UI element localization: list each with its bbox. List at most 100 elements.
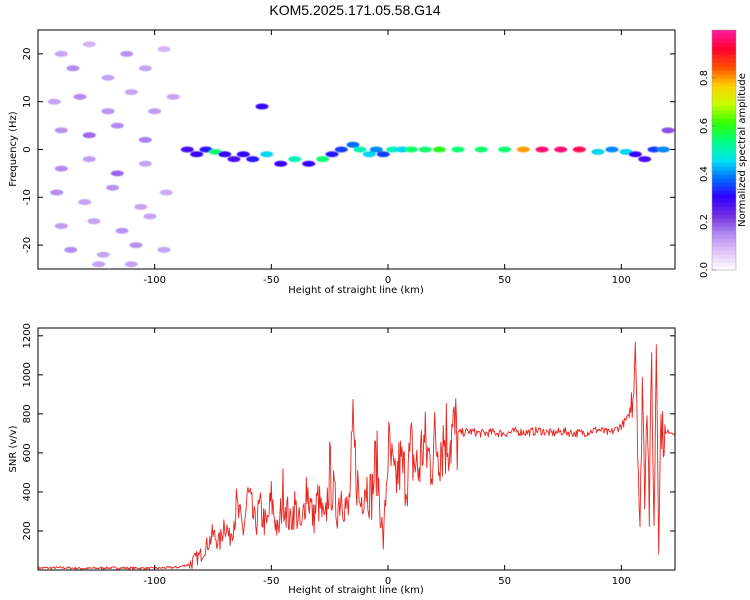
spectrogram-blob-13 — [54, 127, 68, 134]
spectrogram-blob-15 — [110, 122, 124, 129]
spectrogram-blob-33 — [157, 246, 171, 253]
spectrogram-blob-14 — [82, 132, 96, 139]
colorbar-step — [712, 250, 736, 255]
spectrogram-y-ticks: -20 -10 0 10 20 — [22, 48, 675, 253]
spectrogram-blob-76 — [661, 127, 675, 134]
spectrogram-blob-52 — [346, 141, 360, 148]
spectrogram-blob-34 — [92, 261, 106, 268]
colorbar-tick-label: 0.0 — [699, 262, 710, 278]
colorbar-step — [712, 46, 736, 51]
colorbar-step — [712, 230, 736, 235]
colorbar-step — [712, 258, 736, 263]
spectrogram-blob-47 — [288, 156, 302, 163]
colorbar-step — [712, 194, 736, 199]
colorbar-step — [712, 246, 736, 251]
colorbar-step — [712, 126, 736, 131]
spectrogram-blob-59 — [404, 146, 418, 153]
spectrogram-blob-18 — [82, 156, 96, 163]
colorbar-tick-label: 0.8 — [699, 70, 710, 86]
spectrogram-y-tick-label: -20 — [22, 237, 33, 253]
snr-series-line — [38, 341, 675, 570]
colorbar-step — [712, 238, 736, 243]
spectrogram-blob-69 — [591, 148, 605, 155]
colorbar-step — [712, 66, 736, 71]
spectrogram-blob-28 — [115, 227, 129, 234]
spectrogram-x-tick-label: -100 — [143, 275, 166, 286]
spectrogram-blob-42 — [236, 151, 250, 158]
spectrogram-blob-51 — [334, 146, 348, 153]
spectrogram-x-tick-label: 50 — [498, 275, 511, 286]
spectrogram-blob-54 — [362, 151, 376, 158]
colorbar-step — [712, 218, 736, 223]
spectrogram-blob-32 — [129, 242, 143, 249]
colorbar-step — [712, 154, 736, 159]
colorbar-step — [712, 82, 736, 87]
spectrogram-blob-4 — [120, 50, 134, 57]
spectrogram-blob-2 — [82, 41, 96, 48]
spectrogram-blob-10 — [124, 89, 138, 96]
colorbar-step — [712, 210, 736, 215]
colorbar-step — [712, 142, 736, 147]
figure-title: KOM5.2025.171.05.58.G14 — [269, 2, 440, 18]
colorbar-step — [712, 90, 736, 95]
spectrogram-blob-57 — [386, 146, 400, 153]
colorbar-step — [712, 62, 736, 67]
spectrogram-blob-5 — [138, 65, 152, 72]
colorbar-step — [712, 170, 736, 175]
spectrogram-y-label: Frequency (Hz) — [8, 111, 19, 187]
snr-x-tick-label: -100 — [143, 576, 166, 587]
spectrogram-blob-61 — [432, 146, 446, 153]
spectrogram-blob-37 — [190, 151, 204, 158]
spectrogram-blob-62 — [451, 146, 465, 153]
snr-y-tick-label: 200 — [22, 521, 33, 540]
colorbar-step — [712, 206, 736, 211]
spectrogram-blob-55 — [369, 146, 383, 153]
spectrogram-blob-17 — [54, 165, 68, 172]
colorbar-step — [712, 114, 736, 119]
spectrogram-blob-65 — [516, 146, 530, 153]
spectrogram-blob-36 — [180, 146, 194, 153]
colorbar-tick-label: 0.2 — [699, 214, 710, 230]
colorbar-step — [712, 266, 736, 271]
snr-x-ticks: -100 -50 0 50 100 — [143, 328, 631, 587]
spectrogram-blob-67 — [554, 146, 568, 153]
colorbar-step — [712, 158, 736, 163]
colorbar-step — [712, 234, 736, 239]
snr-y-label: SNR (v/v) — [8, 425, 19, 472]
snr-x-tick-label: 0 — [385, 576, 391, 587]
colorbar-step — [712, 86, 736, 91]
colorbar-step — [712, 202, 736, 207]
colorbar-label: Normalized spectral amplitude — [737, 73, 748, 227]
colorbar-gradient — [712, 30, 736, 271]
colorbar-step — [712, 74, 736, 79]
colorbar-step — [712, 70, 736, 75]
spectrogram-blob-29 — [143, 213, 157, 220]
spectrogram-blob-72 — [628, 151, 642, 158]
spectrogram-blob-8 — [73, 93, 87, 100]
colorbar-step — [712, 50, 736, 55]
spectrogram-blob-73 — [638, 156, 652, 163]
spectrogram-x-tick-label: 0 — [385, 275, 391, 286]
snr-background — [38, 328, 675, 570]
spectrogram-blob-27 — [87, 218, 101, 225]
snr-y-tick-label: 400 — [22, 482, 33, 501]
colorbar-step — [712, 38, 736, 43]
colorbar-step — [712, 30, 736, 35]
spectrogram-blob-0 — [54, 50, 68, 57]
colorbar-step — [712, 98, 736, 103]
colorbar-step — [712, 134, 736, 139]
snr-x-tick-label: 100 — [612, 576, 631, 587]
spectrogram-blob-45 — [260, 151, 274, 158]
snr-y-tick-label: 1200 — [22, 323, 33, 348]
spectrogram-blob-74 — [647, 146, 661, 153]
colorbar-ticks: 0.0 0.2 0.4 0.6 0.8 — [699, 70, 716, 278]
spectrogram-blob-66 — [535, 146, 549, 153]
colorbar-step — [712, 222, 736, 227]
spectrogram-blob-41 — [227, 156, 241, 163]
spectrogram-x-ticks: -100 -50 0 50 100 — [143, 30, 631, 286]
snr-x-tick-label: -50 — [263, 576, 279, 587]
snr-x-label: Height of straight line (km) — [288, 585, 424, 596]
colorbar-step — [712, 186, 736, 191]
spectrogram-blob-48 — [302, 160, 316, 167]
